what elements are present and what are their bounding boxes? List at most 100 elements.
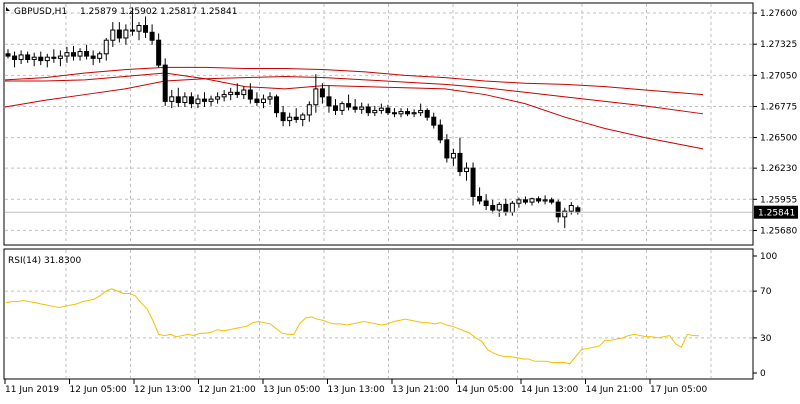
price-tick-label: 1.26500 [760, 134, 797, 144]
candle-body-up [267, 96, 273, 100]
price-axis: 1.27600 1.27325 1.27050 1.26775 1.26500 1.262… [753, 9, 797, 236]
candle [267, 92, 273, 105]
candle [372, 105, 378, 117]
candle-body-down [555, 201, 561, 218]
candle [44, 53, 50, 68]
candle-body-up [110, 29, 116, 41]
candle-body-down [90, 55, 96, 59]
time-tick-label: 14 Jun 21:00 [586, 385, 643, 395]
candle-body-down [247, 89, 253, 100]
candle-body-down [365, 106, 371, 114]
candle [280, 105, 286, 127]
candle [57, 50, 63, 67]
candle-body-up [182, 96, 188, 103]
moving-average-line [5, 72, 704, 150]
candle-body-down [424, 109, 430, 118]
candle [555, 199, 561, 223]
candle [18, 50, 24, 64]
price-tick-label: 1.26775 [760, 102, 797, 112]
rsi-pane-frame [3, 248, 754, 380]
candle [450, 148, 456, 166]
candle [536, 196, 542, 204]
candle [123, 24, 129, 45]
candle-body-down [503, 203, 509, 213]
candle-body-up [418, 109, 424, 114]
candle-body-down [188, 96, 194, 105]
candle [319, 83, 325, 104]
candle [313, 74, 319, 113]
candle [470, 162, 476, 206]
candle [247, 83, 253, 104]
price-tick-label: 1.26230 [760, 164, 797, 174]
candle [116, 22, 122, 43]
candle-body-up [372, 109, 378, 114]
candle [522, 196, 528, 205]
candle-body-down [549, 199, 555, 203]
candle-body-down [129, 29, 135, 32]
candle-body-up [77, 51, 83, 57]
candle-body-up [260, 98, 266, 103]
rsi-line [5, 288, 700, 365]
candle [51, 49, 57, 63]
candle-body-up [516, 199, 522, 204]
candle-body-down [71, 52, 76, 57]
candle [405, 108, 411, 117]
candle [38, 51, 44, 66]
candle [444, 134, 450, 163]
candle-body-up [542, 199, 548, 202]
time-tick-label: 12 Jun 05:00 [70, 385, 127, 395]
candle-body-down [457, 152, 463, 173]
candle-body-up [339, 103, 345, 111]
candle-body-up [215, 96, 221, 100]
candle-body-down [202, 98, 207, 102]
candle [542, 195, 548, 205]
candle [156, 33, 162, 68]
candle-body-down [437, 124, 443, 141]
candle [103, 37, 109, 61]
candle [339, 101, 345, 115]
candle-body-down [319, 88, 325, 98]
price-tick-label: 1.25680 [760, 226, 797, 236]
price-tick-label: 1.27600 [760, 9, 797, 19]
candle-body-down [12, 55, 18, 60]
candle-body-down [116, 29, 122, 39]
candle [25, 51, 31, 63]
candle-body-up [378, 107, 384, 111]
candle [221, 90, 227, 102]
candle [97, 51, 103, 63]
candle [378, 103, 384, 114]
candle-body-up [97, 53, 103, 59]
time-tick-label: 14 Jun 13:00 [521, 385, 578, 395]
candle [182, 92, 188, 108]
candle [234, 83, 240, 98]
candle-body-down [25, 54, 31, 60]
candle-body-down [385, 107, 391, 114]
candle [464, 162, 469, 181]
candle-body-down [333, 105, 338, 111]
candle-body-up [411, 112, 417, 115]
candle-body-up [103, 39, 109, 55]
symbol-label: GBPUSD,H1 [14, 7, 67, 17]
time-tick-label: 13 Jun 05:00 [263, 385, 320, 395]
candle [228, 87, 234, 101]
candle [411, 109, 417, 118]
candle [254, 92, 260, 106]
candle-body-down [156, 39, 162, 66]
candle-body-down [293, 116, 299, 120]
symbol-arrow-icon [6, 7, 10, 11]
candle [359, 102, 365, 114]
current-price-label: 1.25841 [758, 209, 795, 219]
candle-body-down [175, 96, 181, 103]
candle [346, 94, 352, 111]
time-tick-label: 13 Jun 21:00 [392, 385, 449, 395]
candle-body-down [346, 103, 352, 108]
candle [293, 108, 299, 123]
time-tick-label: 11 Jun 2019 [5, 385, 59, 395]
candle [431, 112, 437, 129]
candle-body-down [431, 116, 437, 126]
candle [208, 95, 214, 106]
candle-body-up [241, 89, 247, 96]
candle-body-up [208, 98, 214, 102]
candle-body-down [38, 56, 44, 62]
